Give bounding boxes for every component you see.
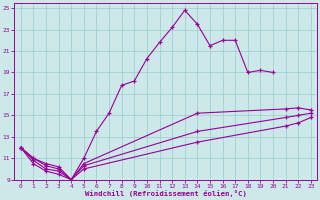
X-axis label: Windchill (Refroidissement éolien,°C): Windchill (Refroidissement éolien,°C) [85, 190, 247, 197]
